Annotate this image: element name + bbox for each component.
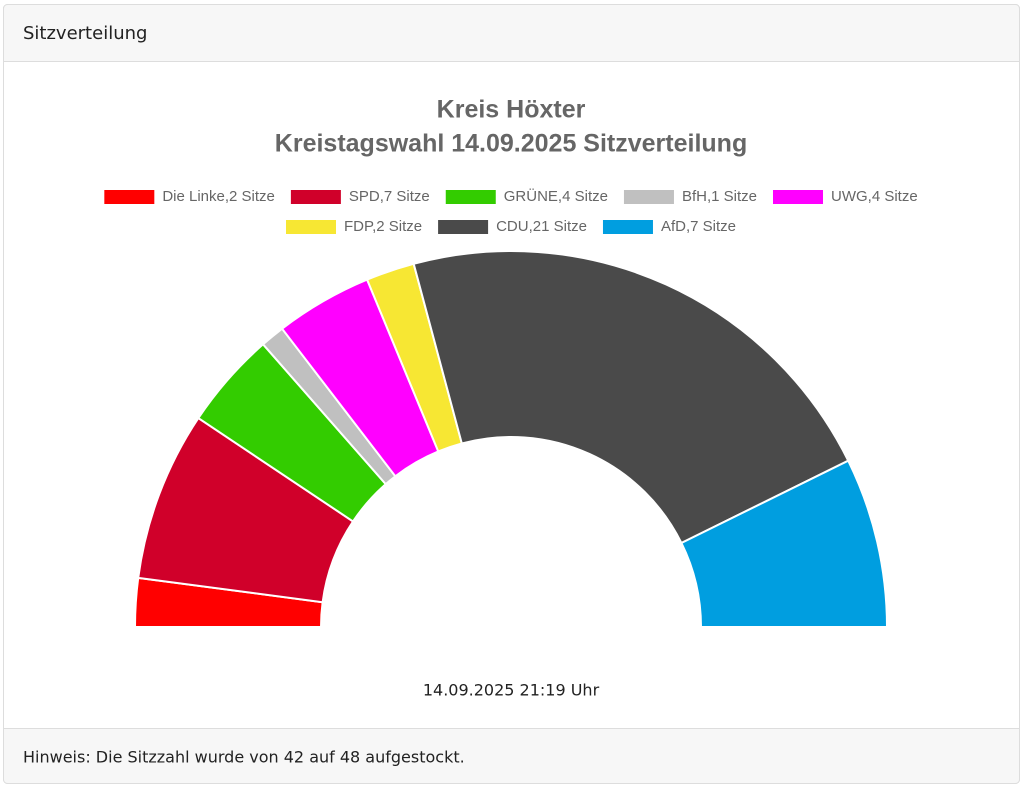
legend-item: Die Linke,2 Sitze (104, 188, 275, 205)
card-footer (3, 728, 1020, 784)
chart-title: Kreis Höxter (437, 96, 586, 124)
legend-swatch (104, 190, 155, 204)
legend-item: CDU,21 Sitze (438, 218, 587, 235)
legend-item: SPD,7 Sitze (290, 188, 430, 205)
legend-item: UWG,4 Sitze (772, 188, 918, 205)
chart-title: Kreistagswahl 14.09.2025 Sitzverteilung (275, 130, 747, 158)
legend-item: BfH,1 Sitze (623, 188, 757, 205)
legend-label: BfH,1 Sitze (682, 188, 757, 205)
footer-note: Hinweis: Die Sitzzahl wurde von 42 auf 4… (23, 748, 465, 767)
card-title: Sitzverteilung (23, 23, 147, 44)
legend-label: SPD,7 Sitze (349, 188, 430, 205)
legend-label: FDP,2 Sitze (344, 218, 422, 235)
legend-item: GRÜNE,4 Sitze (445, 187, 608, 205)
legend-swatch (602, 220, 653, 234)
legend-item: FDP,2 Sitze (286, 218, 422, 235)
legend-swatch (438, 220, 489, 234)
legend-swatch (290, 190, 341, 204)
seat-slice (412, 250, 850, 545)
legend-label: AfD,7 Sitze (661, 218, 736, 235)
annotation: 14.09.2025 21:19 Uhr (423, 681, 600, 700)
legend-swatch (286, 220, 336, 234)
legend-label: Die Linke,2 Sitze (162, 188, 275, 205)
legend-swatch (445, 190, 496, 204)
legend-label: GRÜNE,4 Sitze (504, 187, 608, 205)
legend-swatch (772, 190, 823, 204)
legend-label: UWG,4 Sitze (831, 188, 918, 205)
legend-item: AfD,7 Sitze (602, 218, 736, 235)
card-header (3, 4, 1020, 62)
legend-label: CDU,21 Sitze (496, 218, 587, 235)
seat-slice (680, 459, 889, 628)
legend-swatch (623, 190, 674, 204)
